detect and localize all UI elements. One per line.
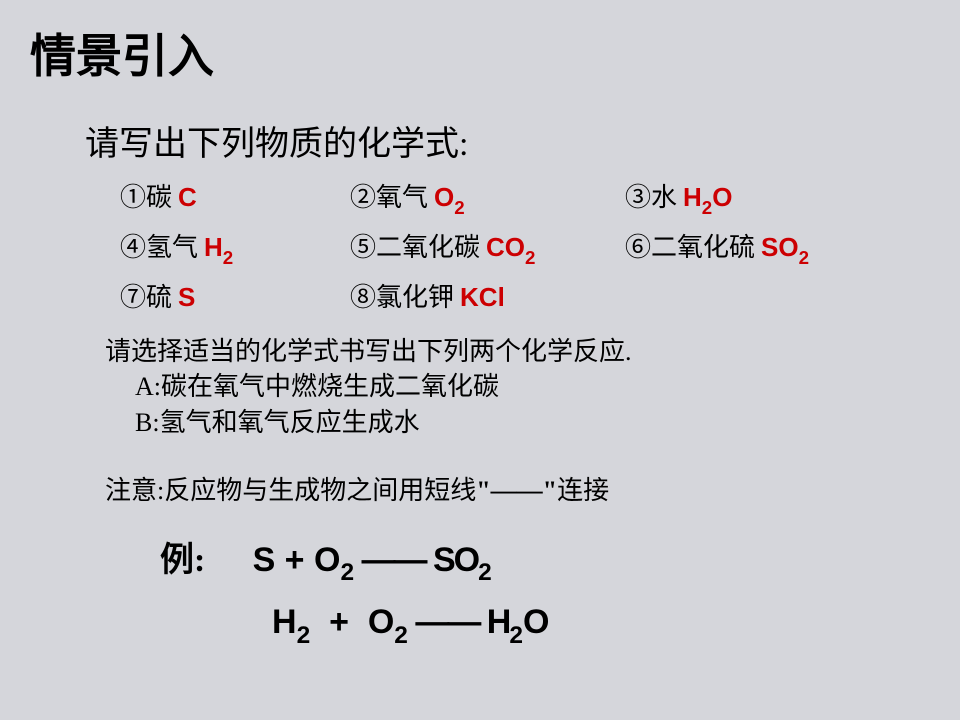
note-pre: 注意:反应物与生成物之间用短线 xyxy=(105,476,476,505)
eq-arrow: —— SO xyxy=(354,541,478,579)
equation-2: H2 + O2 —— H2O xyxy=(272,603,920,648)
item-formula: H2 xyxy=(204,232,233,267)
example-label: 例: xyxy=(160,542,205,579)
eq-sub: 2 xyxy=(297,622,311,649)
item-label: ⑥二氧化硫 xyxy=(625,227,755,264)
note-text: 注意:反应物与生成物之间用短线"——"连接 xyxy=(105,470,920,507)
item-8: ⑧氯化钾 KCl xyxy=(350,277,625,314)
spacer xyxy=(205,541,252,579)
item-formula: H2O xyxy=(683,182,732,217)
eq-part: O xyxy=(523,603,549,641)
task-section: 请选择适当的化学式书写出下列两个化学反应. A:碳在氧气中燃烧生成二氧化碳 B:… xyxy=(105,334,920,439)
item-label: ④氢气 xyxy=(120,227,198,264)
formula-main: O xyxy=(434,182,454,212)
item-5: ⑤二氧化碳 CO2 xyxy=(350,227,625,267)
item-label: ⑧氯化钾 xyxy=(350,277,454,314)
item-formula: S xyxy=(178,282,195,313)
chemical-grid: ①碳 C ②氧气 O2 ③水 H2O ④氢气 H2 ⑤二氧化碳 CO2 ⑥二氧化 xyxy=(120,177,920,314)
eq-sub: 2 xyxy=(394,622,408,649)
grid-row: ①碳 C ②氧气 O2 ③水 H2O xyxy=(120,177,920,217)
item-formula: O2 xyxy=(434,182,465,217)
grid-row: ⑦硫 S ⑧氯化钾 KCl xyxy=(120,277,920,314)
task-intro: 请选择适当的化学式书写出下列两个化学反应. xyxy=(105,334,920,369)
formula-part: H xyxy=(683,182,702,212)
item-label: ①碳 xyxy=(120,177,172,214)
eq-part: H xyxy=(272,603,297,641)
eq-sub: 2 xyxy=(340,559,354,586)
formula-sub: 2 xyxy=(525,247,535,268)
item-4: ④氢气 H2 xyxy=(120,227,350,267)
item-7: ⑦硫 S xyxy=(120,277,350,314)
instruction-text: 请写出下列物质的化学式: xyxy=(85,116,920,165)
eq-part: + O xyxy=(310,603,394,641)
item-label: ⑤二氧化碳 xyxy=(350,227,480,264)
eq-sub: 2 xyxy=(509,622,523,649)
formula-main: SO xyxy=(761,232,799,262)
note-post: 连接 xyxy=(557,476,609,505)
item-formula: C xyxy=(178,182,197,213)
note-dash: "——" xyxy=(476,476,557,505)
item-6: ⑥二氧化硫 SO2 xyxy=(625,227,905,267)
grid-row: ④氢气 H2 ⑤二氧化碳 CO2 ⑥二氧化硫 SO2 xyxy=(120,227,920,267)
example-equation: 例: S + O2 —— SO2 xyxy=(160,532,920,586)
item-3: ③水 H2O xyxy=(625,177,905,217)
eq-arrow: —— H xyxy=(408,603,509,641)
item-formula: KCl xyxy=(460,282,505,313)
formula-main: H xyxy=(204,232,223,262)
slide-title: 情景引入 xyxy=(30,20,920,86)
task-a: A:碳在氧气中燃烧生成二氧化碳 xyxy=(135,369,920,404)
item-formula: CO2 xyxy=(486,232,535,267)
eq-sub: 2 xyxy=(478,559,492,586)
item-label: ③水 xyxy=(625,177,677,214)
item-1: ①碳 C xyxy=(120,177,350,217)
formula-main: CO xyxy=(486,232,525,262)
formula-sub: 2 xyxy=(223,247,233,268)
formula-sub: 2 xyxy=(702,197,712,218)
formula-sub: 2 xyxy=(454,197,464,218)
formula-part: O xyxy=(712,182,732,212)
item-formula: SO2 xyxy=(761,232,809,267)
task-b: B:氢气和氧气反应生成水 xyxy=(135,405,920,440)
item-label: ②氧气 xyxy=(350,177,428,214)
eq-part: S + O xyxy=(253,541,341,579)
formula-sub: 2 xyxy=(799,247,809,268)
item-label: ⑦硫 xyxy=(120,277,172,314)
item-2: ②氧气 O2 xyxy=(350,177,625,217)
